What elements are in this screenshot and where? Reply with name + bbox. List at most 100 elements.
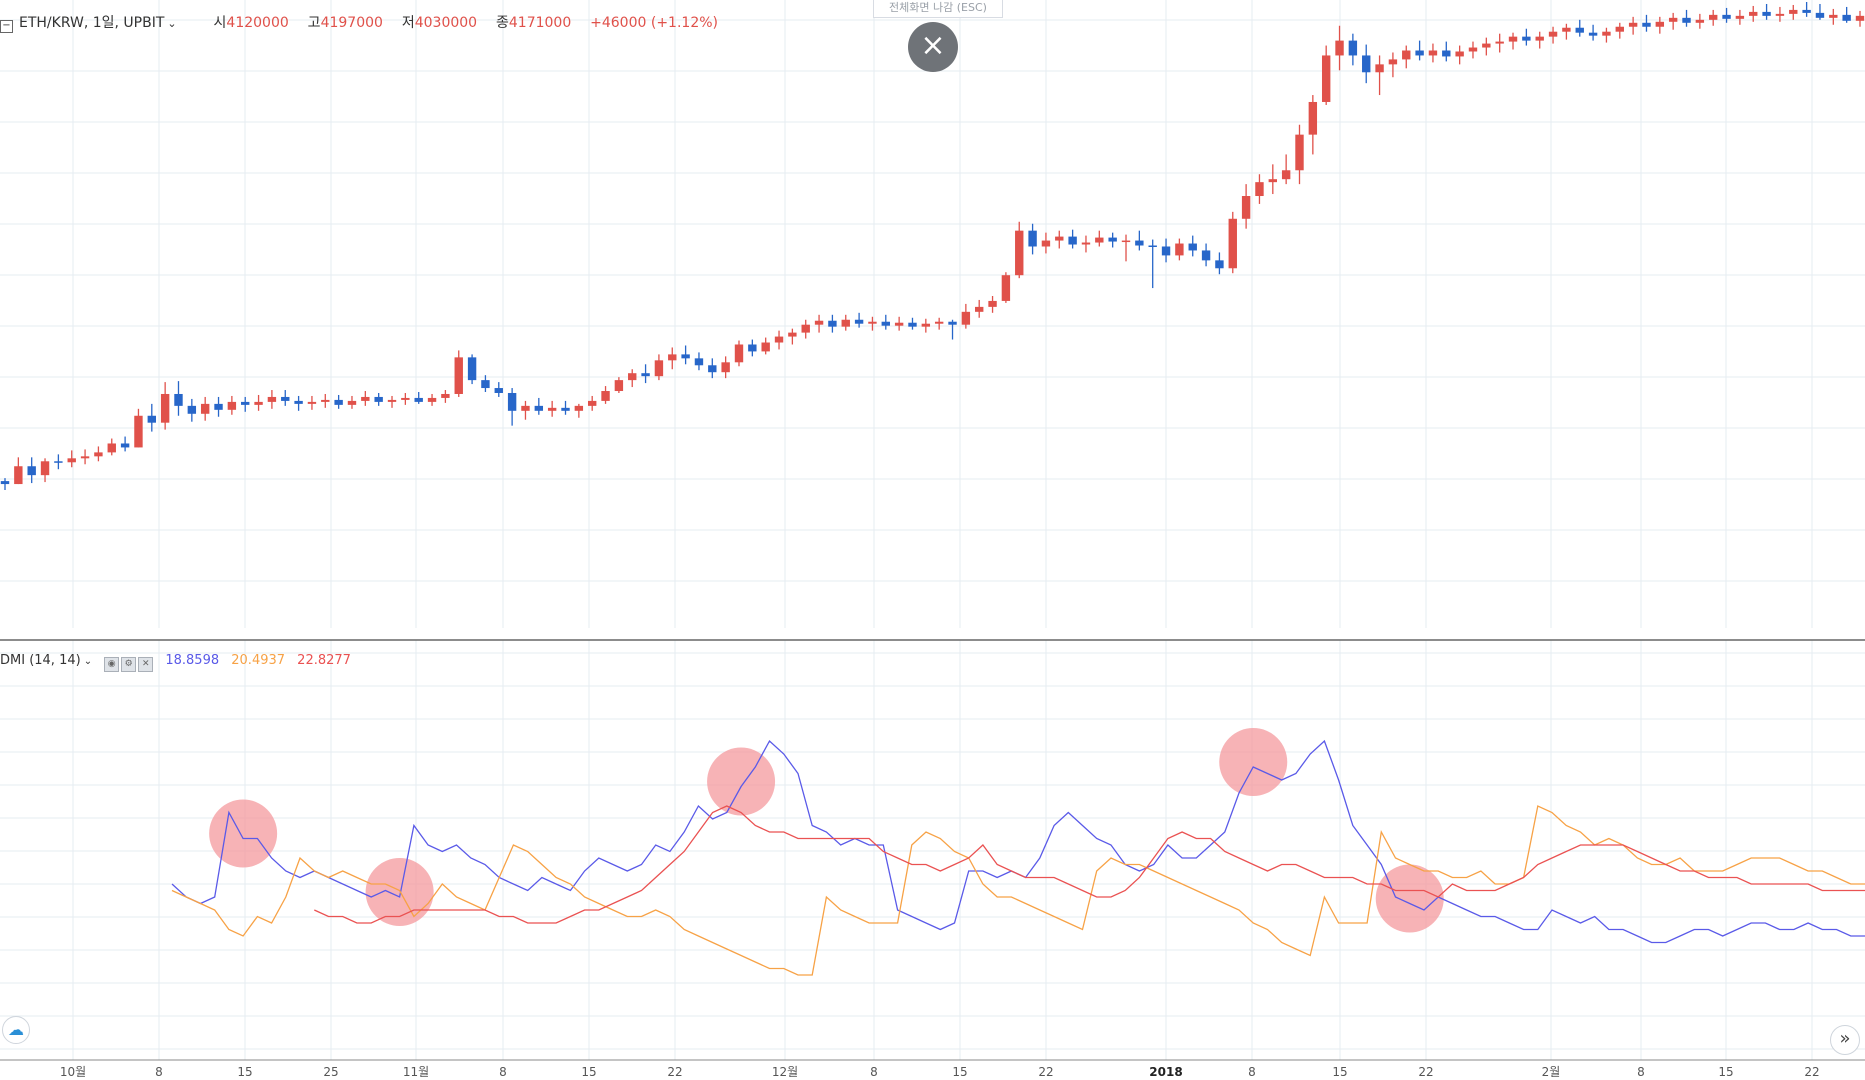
candle-body[interactable]: [401, 397, 410, 400]
candle-body[interactable]: [1188, 243, 1197, 251]
candle-body[interactable]: [294, 400, 303, 404]
candle-body[interactable]: [267, 396, 277, 402]
candle-body[interactable]: [80, 456, 90, 459]
candle-body[interactable]: [1375, 64, 1384, 73]
candle-body[interactable]: [708, 365, 717, 373]
candle-body[interactable]: [561, 407, 570, 411]
candle-body[interactable]: [1562, 27, 1571, 32]
candle-body[interactable]: [134, 415, 143, 448]
candle-body[interactable]: [1402, 50, 1411, 60]
candle-body[interactable]: [587, 400, 597, 406]
chevron-down-icon[interactable]: ⌄: [167, 17, 177, 30]
candle-body[interactable]: [1201, 250, 1211, 261]
candle-body[interactable]: [1362, 55, 1371, 73]
candle-body[interactable]: [1855, 15, 1865, 21]
candle-body[interactable]: [654, 360, 664, 377]
candle-body[interactable]: [481, 380, 490, 389]
candle-body[interactable]: [828, 320, 837, 327]
candle-body[interactable]: [1789, 9, 1798, 14]
candle-body[interactable]: [854, 319, 864, 324]
candle-body[interactable]: [988, 300, 997, 307]
candle-body[interactable]: [1829, 14, 1838, 18]
candle-body[interactable]: [1709, 14, 1718, 20]
candle-body[interactable]: [1148, 245, 1157, 248]
candle-body[interactable]: [1749, 11, 1758, 16]
candle-body[interactable]: [841, 319, 850, 327]
candle-body[interactable]: [241, 401, 250, 405]
series-line-di[interactable]: [171, 805, 1865, 976]
candle-body[interactable]: [1628, 22, 1638, 27]
candle-body[interactable]: [1295, 134, 1304, 171]
candle-body[interactable]: [1602, 31, 1611, 36]
candle-body[interactable]: [1121, 240, 1131, 243]
candle-body[interactable]: [961, 311, 971, 325]
candle-body[interactable]: [1015, 230, 1024, 276]
candle-body[interactable]: [27, 466, 36, 476]
candle-body[interactable]: [427, 397, 437, 402]
candle-body[interactable]: [441, 393, 450, 398]
candle-body[interactable]: [0, 481, 10, 485]
candle-body[interactable]: [1575, 27, 1584, 33]
settings-icon[interactable]: ⚙: [121, 657, 137, 672]
candle-body[interactable]: [1268, 179, 1278, 183]
candle-body[interactable]: [761, 342, 770, 352]
candle-body[interactable]: [1455, 51, 1464, 57]
candle-body[interactable]: [1535, 36, 1544, 41]
candle-body[interactable]: [908, 322, 917, 327]
candle-body[interactable]: [1442, 50, 1451, 57]
candle-body[interactable]: [721, 362, 730, 373]
dmi-title[interactable]: DMI (14, 14): [0, 653, 81, 668]
candle-body[interactable]: [614, 380, 624, 392]
candle-body[interactable]: [1348, 40, 1358, 56]
candle-body[interactable]: [334, 399, 343, 405]
candle-body[interactable]: [694, 358, 704, 366]
candle-body[interactable]: [1762, 11, 1771, 16]
candle-body[interactable]: [801, 324, 810, 333]
candle-body[interactable]: [1041, 240, 1051, 247]
candle-body[interactable]: [534, 405, 544, 411]
collapse-icon[interactable]: −: [0, 20, 13, 33]
candle-body[interactable]: [934, 321, 944, 324]
candle-body[interactable]: [1321, 55, 1331, 102]
symbol-label[interactable]: ETH/KRW, 1일, UPBIT: [19, 15, 165, 31]
candle-body[interactable]: [67, 458, 76, 463]
candle-body[interactable]: [1228, 218, 1237, 269]
candle-body[interactable]: [187, 405, 197, 414]
candle-body[interactable]: [1588, 32, 1598, 36]
candle-body[interactable]: [1135, 240, 1144, 246]
candle-body[interactable]: [1655, 21, 1665, 27]
candle-body[interactable]: [387, 399, 397, 402]
candle-body[interactable]: [361, 396, 370, 401]
candle-body[interactable]: [227, 401, 237, 410]
candle-body[interactable]: [1668, 17, 1678, 22]
candle-body[interactable]: [1735, 15, 1745, 19]
candle-body[interactable]: [1522, 36, 1531, 41]
candle-body[interactable]: [788, 332, 797, 337]
candle-body[interactable]: [107, 443, 116, 453]
remove-icon[interactable]: ✕: [138, 657, 154, 672]
candle-body[interactable]: [1215, 260, 1224, 269]
candle-body[interactable]: [174, 393, 183, 406]
candle-body[interactable]: [307, 401, 317, 404]
series-line-adx[interactable]: [314, 805, 1865, 924]
candle-body[interactable]: [1548, 31, 1558, 37]
candle-body[interactable]: [1175, 243, 1184, 256]
candle-body[interactable]: [1482, 43, 1491, 48]
candle-body[interactable]: [1028, 230, 1037, 247]
candle-body[interactable]: [1281, 170, 1291, 180]
candle-body[interactable]: [1775, 13, 1785, 16]
candle-body[interactable]: [374, 396, 383, 402]
candle-body[interactable]: [40, 461, 50, 476]
candle-body[interactable]: [94, 452, 103, 457]
candle-body[interactable]: [1081, 242, 1091, 245]
candle-body[interactable]: [254, 401, 263, 405]
candle-body[interactable]: [1001, 275, 1011, 301]
candle-body[interactable]: [1308, 101, 1318, 135]
candle-body[interactable]: [881, 321, 890, 326]
candle-body[interactable]: [281, 396, 290, 401]
candle-body[interactable]: [1415, 50, 1424, 56]
candle-body[interactable]: [1335, 40, 1344, 56]
candle-body[interactable]: [120, 443, 130, 448]
candle-body[interactable]: [414, 397, 423, 402]
